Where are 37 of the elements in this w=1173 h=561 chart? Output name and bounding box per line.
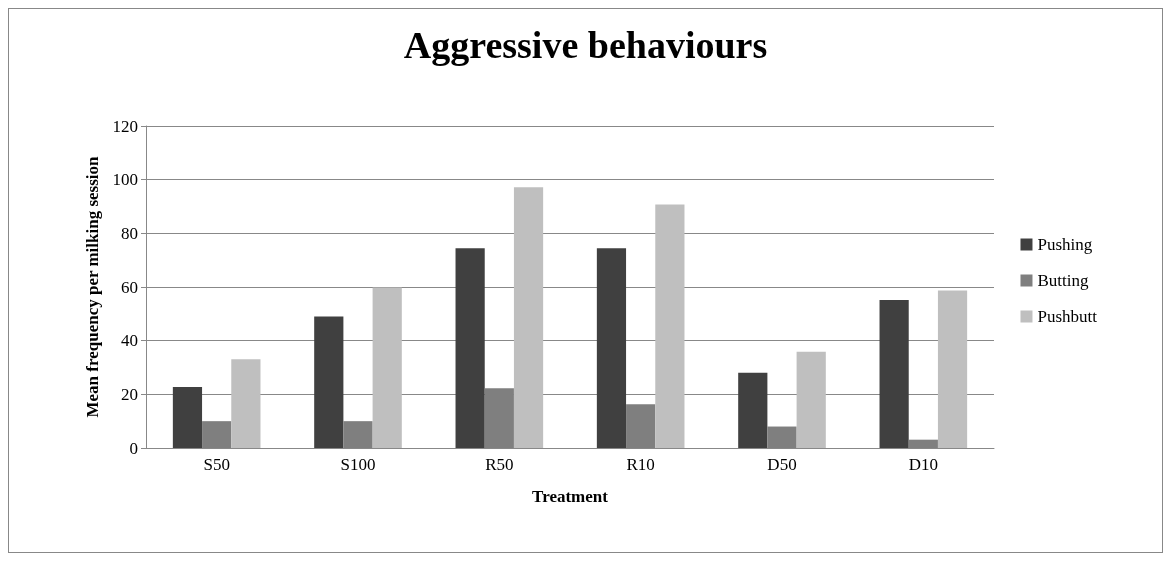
y-tick-label: 40	[121, 331, 138, 351]
bar	[626, 404, 656, 448]
y-tick-label: 120	[112, 116, 138, 136]
chart-title: Aggressive behaviours	[403, 24, 768, 66]
y-tick-label: 80	[121, 223, 138, 243]
bar	[343, 421, 373, 448]
y-tick-label: 100	[112, 170, 138, 190]
legend-label: Butting	[1037, 271, 1089, 290]
bar	[372, 287, 402, 448]
bar	[937, 290, 968, 448]
bar	[455, 248, 485, 448]
bar	[314, 316, 344, 448]
x-tick-label: R10	[626, 455, 655, 474]
bar	[655, 204, 685, 448]
bar	[738, 372, 768, 448]
bar	[513, 187, 544, 448]
bar	[596, 248, 627, 448]
bar	[879, 299, 909, 448]
x-tick-label: D50	[767, 455, 797, 474]
x-axis-title: Treatment	[532, 487, 609, 506]
bar	[202, 421, 232, 448]
bar	[484, 388, 514, 448]
bar	[172, 387, 203, 448]
y-axis-title: Mean frequency per milking session	[83, 155, 102, 418]
y-tick-label: 20	[121, 384, 138, 404]
y-tick-label: 60	[121, 277, 138, 297]
x-tick-label: D10	[908, 455, 938, 474]
bar	[767, 426, 797, 448]
x-tick-label: S50	[203, 455, 230, 474]
x-tick-label: R50	[485, 455, 514, 474]
bar	[796, 351, 826, 448]
bar	[231, 359, 261, 448]
legend-label: Pushing	[1037, 235, 1093, 254]
x-tick-label: S100	[340, 455, 376, 474]
y-tick-label: 0	[129, 438, 138, 458]
bar	[908, 439, 938, 448]
legend-label: Pushbutt	[1037, 307, 1098, 326]
